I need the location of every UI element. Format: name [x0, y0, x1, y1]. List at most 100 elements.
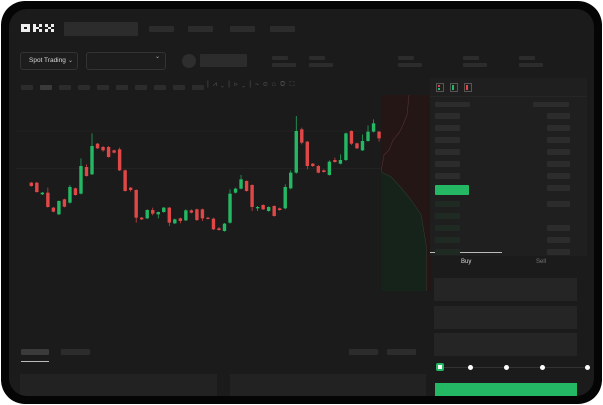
divider [430, 96, 587, 97]
candle-body [316, 166, 321, 173]
candle-body [90, 146, 94, 175]
coin-icon [182, 54, 196, 68]
candle-body [84, 167, 89, 176]
candle-body [128, 187, 133, 190]
buy-tab[interactable]: Buy [461, 259, 472, 265]
tab-open-orders[interactable] [21, 349, 49, 355]
candle-body [266, 207, 271, 211]
candle-body [278, 208, 282, 210]
candle-body [255, 207, 260, 209]
candle-body [35, 182, 39, 192]
interval-button[interactable] [97, 85, 109, 90]
candle-body [222, 223, 227, 231]
sell-tab[interactable]: Sell [536, 259, 547, 265]
trading-screen: Spot Trading ⌄ ⌄ |⩘⌄|⊳⌄|∼⌀⌂◎⛶ Buy Sell [9, 9, 594, 396]
interval-button[interactable] [21, 85, 33, 90]
slider-step[interactable] [585, 365, 590, 370]
bid-price [435, 237, 460, 243]
candle-body [62, 199, 67, 207]
filter-button[interactable] [387, 349, 416, 355]
candle-body [156, 212, 160, 215]
depth-asks-line [381, 95, 410, 173]
candle-body [360, 141, 365, 151]
candle-body [349, 131, 354, 144]
candle-body [184, 210, 188, 221]
buy-tab-underline [430, 252, 502, 253]
ask-price [435, 149, 460, 155]
stat-label [398, 56, 414, 60]
candle-body [228, 193, 232, 223]
market-type-dropdown[interactable]: Spot Trading ⌄ [20, 52, 78, 70]
candle-body [344, 133, 348, 160]
candle-body [289, 172, 293, 189]
orderbook-header [533, 102, 569, 107]
market-type-label: Spot Trading [29, 57, 66, 64]
slider-step[interactable] [504, 365, 509, 370]
interval-button[interactable] [154, 85, 166, 90]
interval-button[interactable] [192, 85, 204, 90]
total-input[interactable] [434, 333, 577, 356]
candle-body [261, 205, 265, 210]
ask-amount [547, 137, 570, 143]
stat-label [272, 56, 288, 60]
nav-item[interactable] [149, 26, 174, 32]
amount-input[interactable] [434, 306, 577, 329]
depth-bids-area [381, 172, 426, 291]
tab-order-history[interactable] [61, 349, 90, 355]
interval-button[interactable] [40, 85, 52, 90]
interval-button[interactable] [116, 85, 128, 90]
candle-body [95, 143, 100, 149]
candle-body [140, 217, 144, 220]
candle-body [200, 209, 205, 219]
slider-step[interactable] [468, 365, 473, 370]
slider-step[interactable] [540, 365, 545, 370]
stat-label [519, 56, 535, 60]
ask-amount [547, 173, 570, 179]
chart-tools[interactable]: |⩘⌄|⊳⌄|∼⌀⌂◎⛶ [207, 81, 299, 88]
interval-button[interactable] [135, 85, 147, 90]
depth-asks-area [381, 95, 431, 291]
candlestick-chart[interactable] [16, 95, 381, 305]
okx-logo[interactable] [21, 23, 57, 33]
nav-item[interactable] [230, 26, 255, 32]
orderbook-view-icons[interactable] [436, 83, 476, 92]
candle-body [173, 219, 177, 224]
bid-price [435, 201, 460, 207]
filter-button[interactable] [349, 349, 378, 355]
candle-body [311, 163, 315, 166]
nav-item[interactable] [270, 26, 295, 32]
bid-price [435, 249, 460, 255]
stat-value [463, 63, 487, 67]
orderbook-header [435, 102, 470, 107]
candle-body [40, 192, 45, 195]
search-bar[interactable] [64, 22, 138, 36]
ask-amount [547, 113, 570, 119]
candle-body [51, 207, 56, 212]
candle-body [123, 170, 127, 191]
bid-price [435, 213, 460, 219]
ask-amount [547, 125, 570, 131]
pair-selector[interactable]: ⌄ [86, 52, 166, 70]
leverage-slider[interactable] [441, 367, 589, 368]
price-input[interactable] [434, 278, 577, 301]
bid-amount [547, 201, 570, 207]
nav-item[interactable] [188, 26, 213, 32]
candle-body [371, 123, 376, 132]
ask-price [435, 113, 460, 119]
interval-button[interactable] [78, 85, 90, 90]
candle-body [106, 147, 111, 157]
candle-body [79, 166, 83, 194]
bid-amount [547, 249, 570, 255]
interval-button[interactable] [173, 85, 185, 90]
candle-body [283, 187, 287, 209]
stat-value [519, 63, 543, 67]
candle-body [101, 147, 105, 151]
interval-button[interactable] [59, 85, 71, 90]
slider-handle[interactable] [436, 363, 444, 371]
ask-price [435, 161, 460, 167]
candle-body [322, 170, 326, 172]
buy-button[interactable] [435, 383, 577, 396]
candle-body [134, 190, 138, 218]
stat-value [309, 63, 333, 67]
